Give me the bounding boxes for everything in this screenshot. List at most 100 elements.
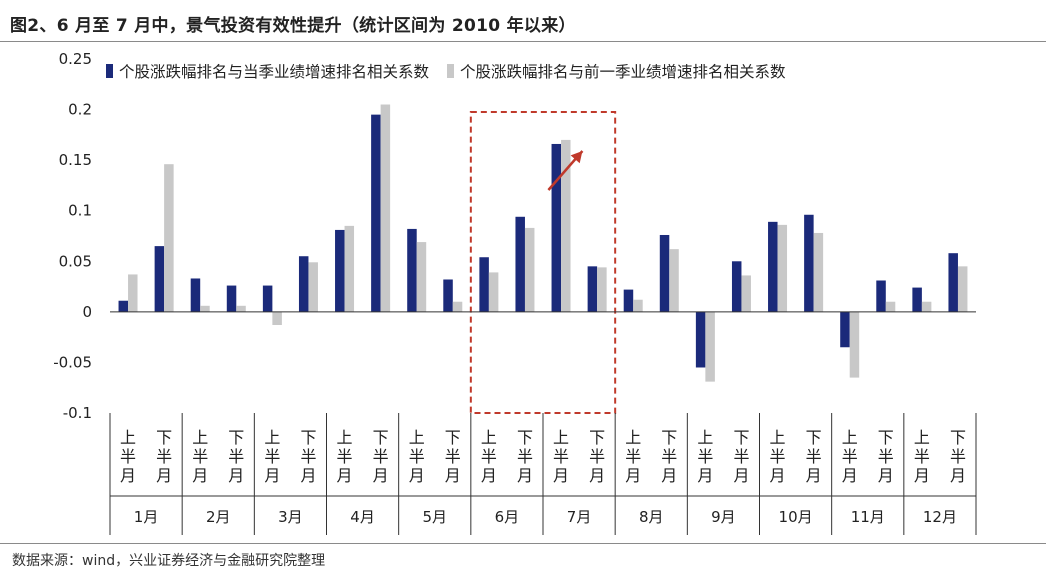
half-month-label: 半 [733,447,749,466]
bar-current [768,221,778,312]
month-label: 4月 [350,508,375,526]
bar-prev [705,311,715,382]
half-month-label: 月 [517,466,533,485]
half-month-label: 上 [337,428,353,447]
bar-current [695,311,706,368]
bar-prev [524,227,535,312]
half-month-label: 下 [878,428,894,447]
bar-prev [885,301,896,312]
bar-current [479,257,489,312]
y-tick-label: 0.2 [68,101,92,119]
month-label: 9月 [711,508,736,526]
figure-title: 图2、6 月至 7 月中，景气投资有效性提升（统计区间为 2010 年以来） [10,16,576,36]
bar-prev [957,266,968,312]
month-label: 6月 [495,508,520,526]
bar-prev [777,224,788,312]
y-tick-label: 0.15 [59,151,92,169]
bar-prev [921,301,932,312]
bar-current [515,216,525,312]
half-month-label: 下 [517,428,533,447]
legend-swatch-current [106,64,113,78]
half-month-label: 上 [120,428,136,447]
bar-current [551,143,562,312]
y-tick-label: -0.1 [63,404,92,422]
half-month-label: 上 [842,428,858,447]
bar-prev [849,311,860,378]
half-month-label: 半 [842,447,858,466]
month-label: 8月 [639,508,664,526]
half-month-label: 半 [878,447,894,466]
bar-current [154,246,165,312]
bar-prev [633,299,643,312]
half-month-label: 下 [950,428,966,447]
bar-current [371,114,381,312]
month-label: 3月 [278,508,303,526]
title-divider [0,41,1046,42]
half-month-label: 月 [770,466,786,485]
bar-prev [272,311,282,326]
half-month-label: 月 [806,466,822,485]
bar-current [876,280,886,312]
bar-prev [128,274,138,312]
bar-current [804,214,814,312]
half-month-label: 半 [156,447,172,466]
half-month-label: 下 [806,428,822,447]
half-month-label: 上 [697,428,713,447]
half-month-label: 上 [481,428,497,447]
chart-legend: 个股涨跌幅排名与当季业绩增速排名相关系数 个股涨跌幅排名与前一季业绩增速排名相关… [106,60,786,82]
bar-prev [597,267,607,312]
half-month-label: 上 [770,428,786,447]
half-month-label: 半 [192,447,208,466]
y-tick-label: 0.1 [68,202,92,220]
half-month-label: 月 [264,466,280,485]
half-month-label: 月 [120,466,136,485]
bar-prev [561,139,571,312]
y-tick-label: 0.25 [59,50,92,68]
half-month-label: 月 [661,466,677,485]
half-month-label: 半 [697,447,713,466]
bar-prev [416,242,427,312]
half-month-label: 半 [228,447,244,466]
legend-swatch-prev [447,64,455,78]
bar-current [190,278,201,312]
bar-current [587,266,598,312]
month-label: 7月 [567,508,592,526]
month-label: 2月 [206,508,231,526]
bar-current [840,311,850,348]
half-month-label: 月 [950,466,966,485]
bar-current [335,229,345,312]
bar-current [298,256,309,312]
bar-prev [236,305,246,312]
half-month-label: 下 [156,428,172,447]
bar-current [623,289,634,312]
bar-prev [488,272,499,312]
legend-item-current: 个股涨跌幅排名与当季业绩增速排名相关系数 [106,60,429,82]
bar-prev [813,232,824,312]
month-label: 10月 [779,508,813,526]
half-month-label: 半 [553,447,569,466]
half-month-label: 月 [445,466,461,485]
half-month-label: 月 [878,466,894,485]
legend-label-current: 个股涨跌幅排名与当季业绩增速排名相关系数 [119,63,430,81]
bar-current [731,261,742,312]
half-month-label: 月 [553,466,569,485]
half-month-label: 月 [409,466,425,485]
half-month-label: 半 [914,447,930,466]
half-month-label: 上 [192,428,208,447]
half-month-label: 月 [733,466,749,485]
half-month-label: 半 [337,447,353,466]
bar-prev [741,275,751,312]
legend-label-prev: 个股涨跌幅排名与前一季业绩增速排名相关系数 [460,63,786,81]
half-month-label: 上 [409,428,425,447]
half-month-label: 半 [625,447,641,466]
half-month-label: 上 [553,428,569,447]
half-month-label: 下 [373,428,389,447]
bar-current [262,285,273,312]
bar-chart: 0.250.20.150.10.050-0.05-0.1上半月下半月上半月下半月… [53,50,977,535]
half-month-label: 半 [373,447,389,466]
bar-prev [200,305,210,312]
y-tick-label: 0.05 [59,252,92,270]
month-label: 5月 [422,508,447,526]
source-note: 数据来源：wind，兴业证券经济与金融研究院整理 [12,553,326,569]
half-month-label: 半 [770,447,786,466]
